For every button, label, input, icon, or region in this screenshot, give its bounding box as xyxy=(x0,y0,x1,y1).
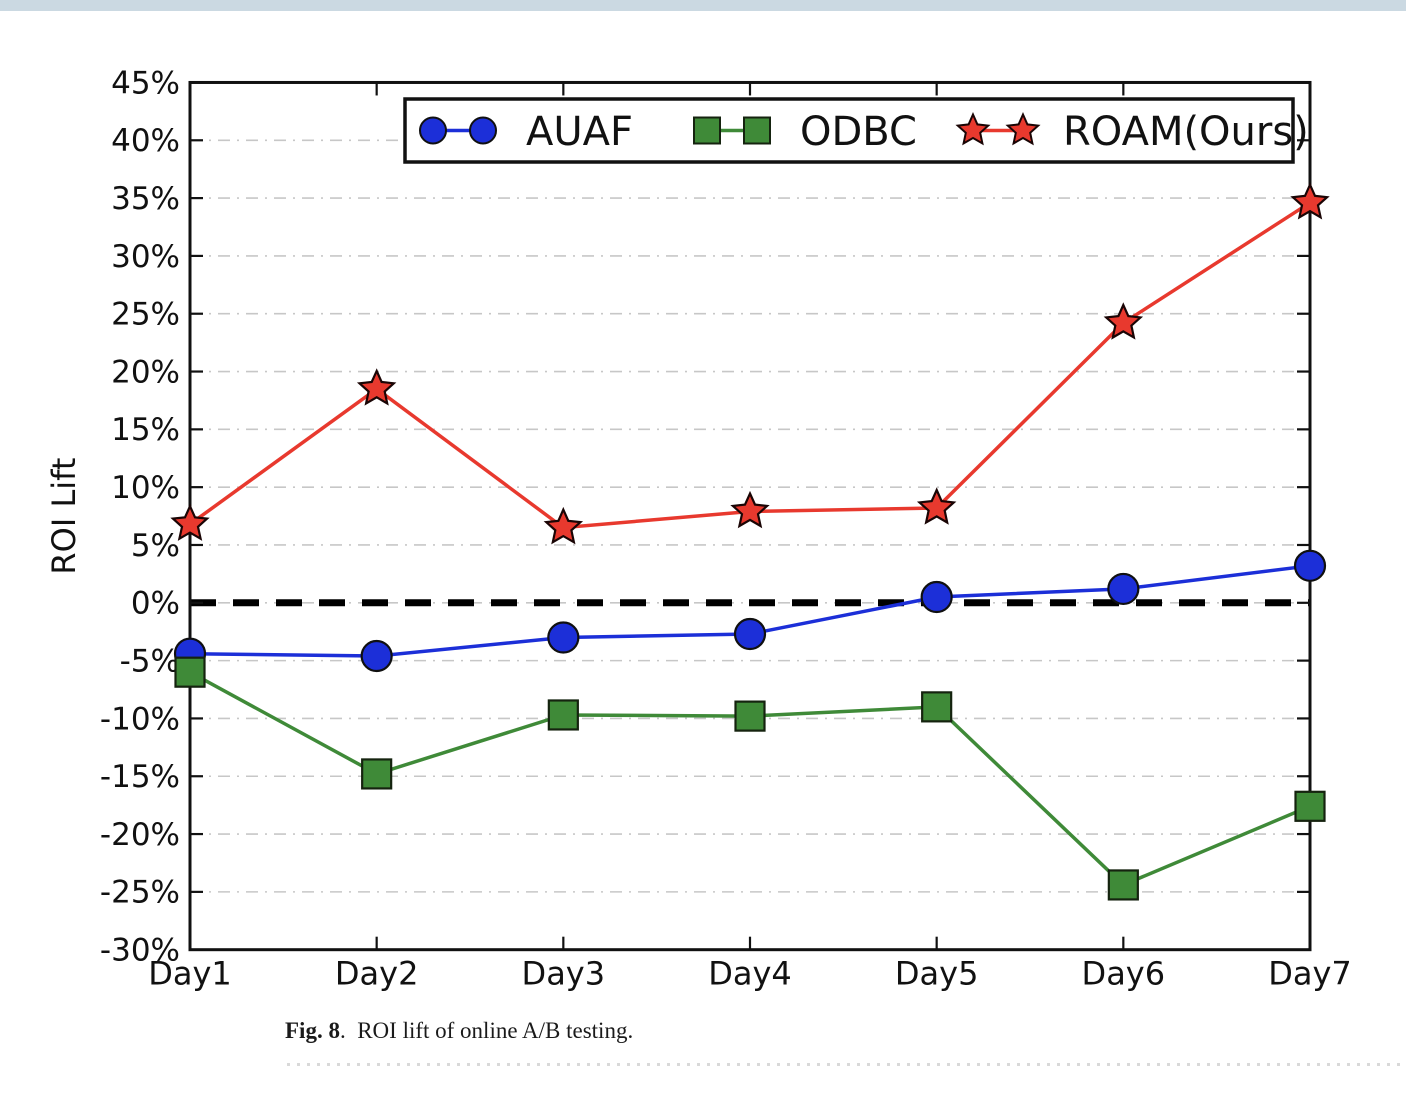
svg-text:-5%: -5% xyxy=(120,643,180,679)
svg-text:45%: 45% xyxy=(111,65,180,101)
legend: AUAF ODBC ROAM(Ours) xyxy=(403,97,1309,164)
legend-label: ODBC xyxy=(800,109,917,155)
svg-text:-25%: -25% xyxy=(100,875,180,911)
figure-caption-text: . ROI lift of online A/B testing. xyxy=(339,1018,634,1043)
svg-text:5%: 5% xyxy=(131,528,180,564)
svg-text:Day6: Day6 xyxy=(1082,955,1166,993)
series-line xyxy=(188,201,1311,530)
y-axis-title: ROI Lift xyxy=(45,458,83,575)
figure-caption-label: Fig. 8 xyxy=(285,1018,340,1043)
x-tick-labels: Day1 Day2 Day3 Day4 Day5 Day6 Day7 xyxy=(148,955,1352,993)
roi-lift-chart: -30% -25% -20% -15% -10% -5% 0% 5% 10% 15% 20% 25% 3… xyxy=(45,65,1352,993)
legend-item-roam-ours-: ROAM(Ours) xyxy=(955,109,1309,155)
svg-text:30%: 30% xyxy=(111,239,180,275)
svg-text:-30%: -30% xyxy=(100,933,180,969)
roi-lift-figure: -30% -25% -20% -15% -10% -5% 0% 5% 10% 15% 20% 25% 3… xyxy=(45,65,1352,993)
legend-box xyxy=(403,97,1295,164)
svg-text:-20%: -20% xyxy=(100,817,180,853)
svg-text:25%: 25% xyxy=(111,297,180,333)
series-odbc xyxy=(174,656,1326,901)
svg-text:Day5: Day5 xyxy=(895,955,979,993)
svg-text:-15%: -15% xyxy=(100,759,180,795)
svg-text:Day2: Day2 xyxy=(335,955,419,993)
series-auaf xyxy=(173,549,1327,673)
figure-caption: Fig. 8. ROI lift of online A/B testing. xyxy=(285,1018,633,1044)
dotted-separator xyxy=(287,1063,1406,1066)
legend-label: AUAF xyxy=(526,109,633,155)
legend-label: ROAM(Ours) xyxy=(1063,109,1309,155)
svg-text:Day4: Day4 xyxy=(708,955,792,993)
page-top-band xyxy=(0,0,1406,11)
svg-text:Day7: Day7 xyxy=(1268,955,1352,993)
y-tick-labels: -30% -25% -20% -15% -10% -5% 0% 5% 10% 15% 20% 25% 3… xyxy=(100,65,180,968)
svg-text:Day3: Day3 xyxy=(522,955,606,993)
svg-text:Day1: Day1 xyxy=(148,955,232,993)
svg-text:40%: 40% xyxy=(111,123,180,159)
svg-text:-10%: -10% xyxy=(100,701,180,737)
svg-text:35%: 35% xyxy=(111,181,180,217)
legend-item-odbc: ODBC xyxy=(693,109,917,155)
svg-text:0%: 0% xyxy=(131,586,180,622)
svg-text:20%: 20% xyxy=(111,354,180,390)
series-roam-ours- xyxy=(170,182,1330,545)
legend-item-auaf: AUAF xyxy=(419,109,633,155)
svg-text:10%: 10% xyxy=(111,470,180,506)
svg-text:15%: 15% xyxy=(111,412,180,448)
